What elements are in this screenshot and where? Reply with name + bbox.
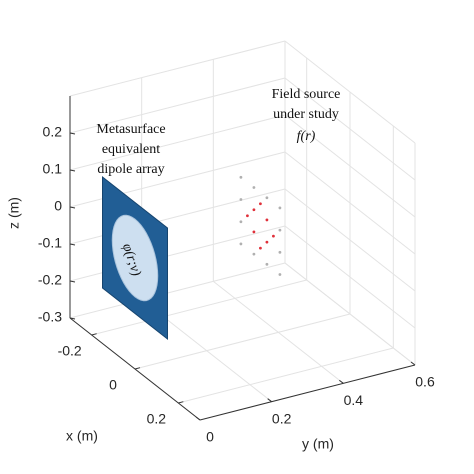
tick-mark (69, 317, 76, 320)
labels: Metasurface equivalent dipole array Fiel… (6, 87, 341, 451)
y-axis-label: y (m) (302, 436, 334, 452)
tick-mark (69, 132, 76, 135)
y-tick-label: 0.4 (344, 392, 364, 408)
grid-line (69, 114, 286, 171)
point (278, 228, 282, 232)
point (278, 273, 282, 276)
grid-line (284, 151, 416, 255)
y-tick-label: 0.6 (415, 374, 435, 390)
tick-mark (69, 280, 76, 283)
grid-line (284, 225, 416, 329)
tick-mark (339, 379, 344, 384)
grid-line (213, 280, 344, 384)
annotation: f(r) (297, 129, 316, 144)
point (239, 242, 243, 246)
x-tick-label: -0.2 (58, 343, 82, 359)
tick-mark (69, 169, 76, 172)
x-tick-label: 0.2 (147, 411, 167, 427)
z-tick-label: -0.1 (38, 235, 62, 251)
tick-mark (69, 206, 76, 209)
grid-line (69, 77, 286, 134)
points (239, 175, 282, 276)
point (265, 218, 269, 222)
y-tick-label: 0 (206, 429, 214, 445)
point (265, 196, 269, 200)
tick-mark (69, 243, 76, 246)
grid-line (284, 188, 416, 292)
grid-line (91, 279, 307, 336)
tick-mark (267, 398, 272, 403)
y-tick-label: 0.2 (272, 410, 292, 426)
point (278, 250, 282, 254)
grid-line (284, 262, 416, 366)
grid-line (69, 40, 286, 97)
point (252, 230, 256, 234)
x-tick-label: 0 (109, 377, 117, 393)
tick-mark (410, 361, 416, 366)
point (239, 198, 243, 201)
panel-disk (111, 214, 159, 302)
z-tick-label: 0 (54, 198, 62, 214)
annotation: Metasurface (96, 122, 165, 137)
metasurface-panel (102, 175, 168, 341)
point (252, 186, 256, 189)
tick-mark (195, 416, 201, 421)
z-axis-label: z (m) (6, 197, 22, 229)
x-axis-label: x (m) (66, 428, 98, 444)
point (259, 246, 262, 250)
axes: -0.3 -0.2 -0.1 0 0.1 0.2 -0.2 0 0.2 0 0.2 0.4 0.6 (38, 96, 435, 445)
annotation: equivalent (102, 142, 160, 157)
z-tick-label: -0.2 (38, 272, 62, 288)
grid-line (69, 262, 286, 319)
tick-mark (178, 401, 184, 404)
z-tick-label: 0.2 (43, 124, 63, 140)
point (265, 262, 269, 266)
z-tick-label: -0.3 (38, 309, 62, 325)
point (278, 206, 282, 210)
point (239, 175, 243, 179)
tick-mark (134, 367, 141, 370)
point (246, 214, 249, 218)
grid-line (284, 114, 416, 218)
grid-line (178, 347, 394, 404)
grid-line (284, 40, 416, 144)
y-axis (199, 364, 416, 421)
annotation: under study (273, 107, 339, 122)
annotation: Field source (272, 87, 341, 102)
point (252, 208, 256, 212)
grid-line (284, 77, 416, 181)
annotation: dipole array (97, 162, 164, 177)
grid (69, 40, 416, 421)
z-tick-label: 0.1 (43, 161, 63, 177)
point (252, 252, 256, 256)
point (259, 202, 262, 206)
tick-mark (91, 333, 97, 336)
point (239, 220, 243, 224)
grid-line (134, 313, 351, 370)
point (265, 240, 269, 244)
point (272, 234, 275, 238)
